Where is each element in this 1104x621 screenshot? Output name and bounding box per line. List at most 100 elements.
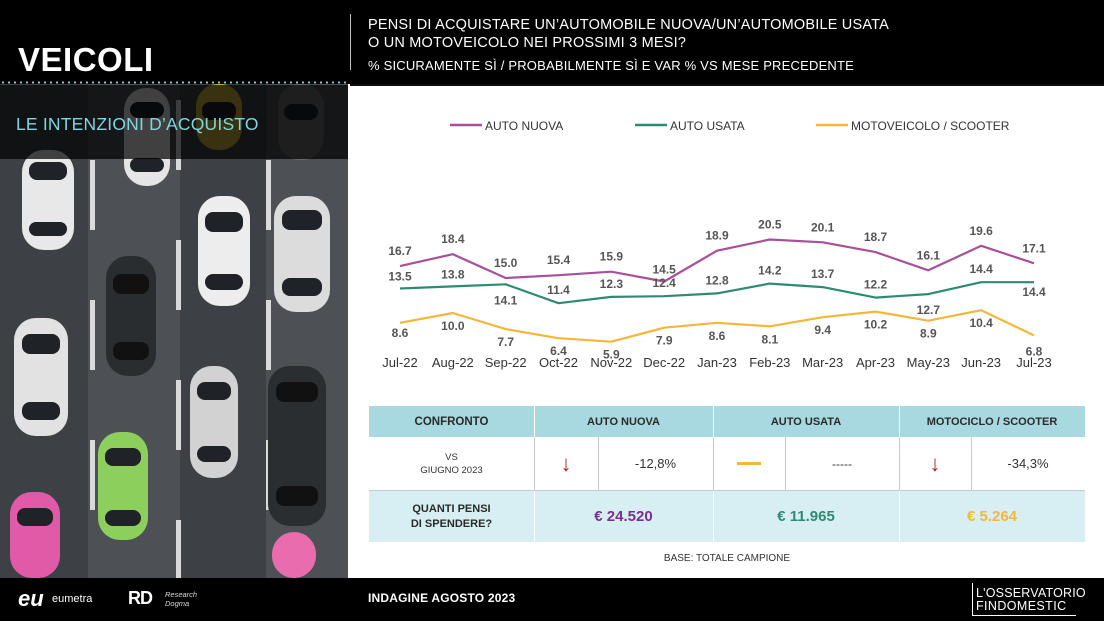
vs-label: VS GIUGNO 2023 (369, 437, 534, 490)
dash-icon (713, 437, 785, 490)
series-line (399, 281, 1034, 305)
data-label: 6.4 (550, 344, 567, 358)
line-chart: AUTO NUOVA AUTO USATA MOTOVEICOLO / SCOOTE… (382, 119, 1051, 370)
x-tick-label: Jan-23 (697, 355, 737, 370)
survey-label: INDAGINE AGOSTO 2023 (368, 591, 516, 605)
data-label: 18.9 (705, 229, 729, 243)
data-label: 11.4 (547, 283, 570, 297)
x-tick-label: Jul-22 (382, 355, 417, 370)
dotted-divider (0, 81, 348, 84)
x-tick-label: Aug-22 (432, 355, 474, 370)
eumetra-logo-text: eumetra (52, 593, 93, 605)
table-header-moto: MOTOCICLO / SCOOTER (899, 406, 1085, 437)
base-note: BASE: TOTALE CAMPIONE (663, 553, 791, 564)
osservatorio-logo-line-1: L'OSSERVATORIO (976, 586, 1086, 600)
data-label: 14.4 (969, 262, 993, 276)
osservatorio-logo-frame (972, 583, 1076, 616)
question-line-1: PENSI DI ACQUISTARE UN’AUTOMOBILE NUOVA/… (368, 17, 889, 33)
var-auto-usata: ----- (785, 437, 899, 490)
data-label: 15.4 (547, 253, 571, 267)
question-subtitle: % SICURAMENTE SÌ / PROBABILMENTE SÌ E VA… (368, 58, 855, 73)
data-label: 18.7 (864, 230, 888, 244)
data-label: 8.9 (920, 327, 937, 341)
data-label: 6.8 (1026, 344, 1043, 358)
research-dogma-text-1: Research (165, 590, 198, 599)
legend-label: AUTO NUOVA (485, 119, 563, 133)
header-bar (0, 0, 1104, 84)
data-label: 7.9 (656, 334, 673, 348)
data-label: 12.8 (705, 273, 729, 287)
var-auto-nuova: -12,8% (598, 437, 713, 490)
data-label: 13.7 (811, 267, 835, 281)
data-label: 12.7 (917, 303, 941, 317)
legend-label: MOTOVEICOLO / SCOOTER (851, 119, 1010, 133)
data-label: 18.4 (441, 232, 465, 246)
page-title: VEICOLI (18, 41, 154, 78)
data-label: 20.5 (758, 218, 782, 232)
data-label: 15.9 (600, 250, 624, 264)
data-label: 15.0 (494, 256, 518, 270)
data-label: 10.4 (969, 316, 993, 330)
x-tick-label: Apr-23 (856, 355, 895, 370)
data-label: 14.2 (758, 264, 782, 278)
x-tick-label: Jul-23 (1016, 355, 1051, 370)
x-tick-label: May-23 (907, 355, 950, 370)
arrow-down-icon: ↓ (899, 437, 971, 490)
data-label: 14.5 (652, 263, 676, 277)
spend-auto-usata: € 11.965 (713, 491, 899, 542)
x-tick-label: Sep-22 (485, 355, 527, 370)
data-label: 14.4 (1022, 285, 1046, 299)
x-tick-label: Mar-23 (802, 355, 843, 370)
var-moto: -34,3% (971, 437, 1085, 490)
data-label: 13.8 (441, 267, 465, 281)
section-title: LE INTENZIONI D’ACQUISTO (16, 114, 259, 134)
data-label: 10.2 (864, 318, 888, 332)
spend-label-line-2: DI SPENDERE? (410, 517, 493, 530)
data-label: 8.6 (709, 329, 726, 343)
data-label: 10.0 (441, 319, 465, 333)
spend-label: QUANTI PENSI DI SPENDERE? (369, 491, 534, 542)
data-label: 17.1 (1022, 241, 1046, 255)
question-line-2: O UN MOTOVEICOLO NEI PROSSIMI 3 MESI? (368, 35, 687, 51)
header-divider (350, 14, 351, 70)
series-line (399, 309, 1035, 343)
spend-moto: € 5.264 (899, 491, 1085, 542)
research-dogma-text-2: Dogma (165, 599, 190, 608)
x-tick-label: Jun-23 (961, 355, 1001, 370)
data-label: 14.1 (494, 293, 518, 307)
research-dogma-logo: RD (128, 588, 153, 608)
x-tick-label: Dec-22 (643, 355, 685, 370)
table-header-confronto: CONFRONTO (369, 406, 534, 437)
data-label: 16.1 (917, 248, 941, 262)
osservatorio-logo-line-2: FINDOMESTIC (976, 599, 1067, 613)
series-line (399, 238, 1035, 283)
eumetra-logo: eu (18, 586, 44, 611)
data-label: 12.2 (864, 278, 888, 292)
data-label: 19.6 (969, 224, 993, 238)
x-tick-label: Feb-23 (749, 355, 790, 370)
data-label: 12.3 (600, 277, 624, 291)
footer-bar (0, 578, 1104, 621)
table-header-auto-usata: AUTO USATA (713, 406, 899, 437)
comparison-table: CONFRONTO AUTO NUOVA AUTO USATA MOTOCICL… (369, 406, 1085, 542)
data-label: 13.5 (388, 270, 412, 284)
data-label: 8.6 (392, 326, 409, 340)
spend-label-line-1: QUANTI PENSI (412, 502, 491, 515)
data-label: 7.7 (497, 335, 514, 349)
x-tick-label: Oct-22 (539, 355, 578, 370)
data-label: 8.1 (761, 332, 778, 346)
data-label: 9.4 (814, 323, 831, 337)
table-header-auto-nuova: AUTO NUOVA (534, 406, 713, 437)
x-tick-label: Nov-22 (590, 355, 632, 370)
data-label: 12.4 (652, 276, 676, 290)
vs-label-line-1: VS (445, 451, 458, 463)
data-label: 16.7 (388, 244, 412, 258)
spend-auto-nuova: € 24.520 (534, 491, 713, 542)
arrow-down-icon: ↓ (534, 437, 598, 490)
data-label: 20.1 (811, 220, 835, 234)
section-bar (0, 85, 348, 159)
data-label: 5.9 (603, 348, 620, 362)
header-bottom-rule (350, 84, 1104, 86)
legend-label: AUTO USATA (670, 119, 745, 133)
